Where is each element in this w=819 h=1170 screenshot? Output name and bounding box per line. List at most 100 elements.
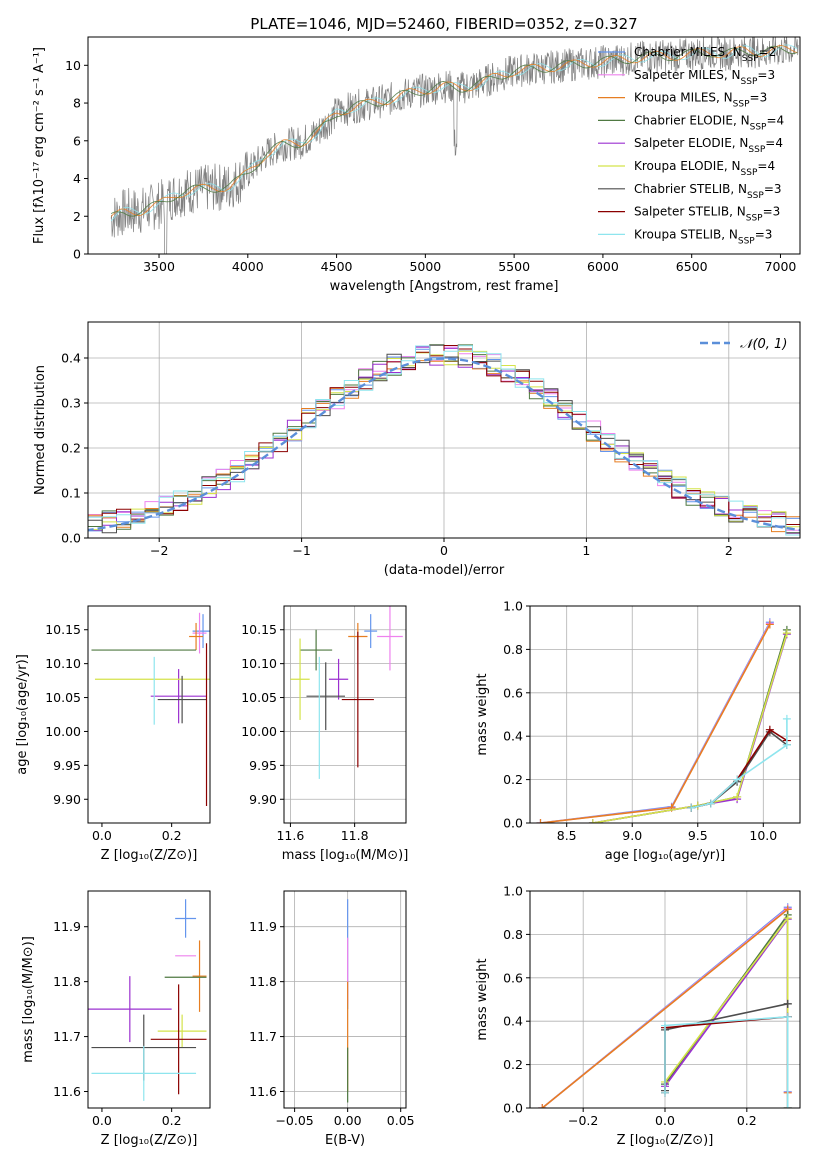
label-script: SSP — [741, 168, 758, 178]
label-text: =3 — [757, 68, 775, 82]
spectrum-model-line — [110, 45, 798, 217]
legend-entry: Kroupa STELIB, NSSP=3 — [634, 227, 772, 246]
weight-series — [664, 1016, 788, 1093]
y-tick-label: 9.95 — [249, 758, 277, 773]
legend-entry: 𝒩(0, 1) — [740, 337, 787, 352]
y-tick-label: 9.95 — [53, 758, 81, 773]
legend-entry: Salpeter STELIB, NSSP=3 — [634, 205, 780, 224]
y-tick-label: 0.2 — [503, 1057, 523, 1072]
weight-marker — [765, 620, 774, 629]
plot-area — [110, 37, 799, 254]
axes-weight_vs_z: −0.2 0.0 0.2 0.0 0.2 0.4 0.6 0.8 1.0 Z [log₁₀(Z/Z… — [475, 884, 801, 1148]
x-tick-label: 4500 — [321, 259, 353, 274]
weight-series — [540, 621, 771, 823]
label-text: =4 — [765, 136, 783, 150]
weight-series — [540, 623, 771, 823]
spectrum-data-line — [110, 37, 799, 254]
weight-marker — [765, 725, 774, 734]
label-script: SSP — [742, 54, 759, 64]
x-tick-label: 0.2 — [737, 1113, 757, 1128]
x-tick-label: −0.2 — [568, 1113, 598, 1128]
x-tick-label: 4000 — [232, 259, 264, 274]
x-tick-label: 6000 — [587, 259, 619, 274]
y-tick-label: 9.90 — [53, 792, 81, 807]
y-tick-label: 10.00 — [241, 724, 277, 739]
x-axis-label: wavelength [Angstrom, rest frame] — [330, 279, 559, 294]
x-axis-label: (data-model)/error — [384, 563, 505, 578]
label-text: Chabrier MILES, N — [634, 45, 742, 59]
y-tick-label: 2 — [73, 209, 81, 224]
x-tick-label: 11.6 — [276, 828, 304, 843]
x-tick-label: 0.00 — [334, 1113, 362, 1128]
y-axis-label: mass [log₁₀(M/M⊙)] — [21, 936, 36, 1063]
y-tick-label: 0.0 — [503, 816, 523, 831]
legend-entry: Chabrier ELODIE, NSSP=4 — [634, 113, 784, 132]
weight-marker — [661, 1021, 669, 1030]
x-tick-label: 0.2 — [162, 1113, 182, 1128]
x-tick-label: 0.0 — [92, 828, 112, 843]
label-text: Salpeter STELIB, N — [634, 205, 746, 219]
label-text: =3 — [763, 205, 781, 219]
plot-area — [88, 344, 800, 538]
label-script: SSP — [738, 236, 755, 246]
y-tick-label: 10.10 — [241, 656, 277, 671]
label-text: Salpeter ELODIE, N — [634, 136, 748, 150]
y-tick-label: 11.9 — [53, 919, 81, 934]
y-tick-label: 0.2 — [61, 441, 81, 456]
x-axis-label: E(B-V) — [325, 1133, 365, 1148]
y-axis-label: Normed distribution — [33, 365, 48, 495]
x-tick-label: 9.0 — [622, 828, 642, 843]
plot-area — [536, 618, 791, 823]
y-tick-label: 0.6 — [503, 970, 523, 985]
y-tick-label: 11.9 — [249, 919, 277, 934]
y-tick-label: 1.0 — [503, 884, 523, 899]
y-tick-label: 4 — [73, 171, 81, 186]
weight-series — [664, 1016, 789, 1108]
x-tick-label: −1 — [292, 543, 310, 558]
weight-series — [664, 1003, 788, 1091]
legend-entry: Kroupa MILES, NSSP=3 — [634, 91, 767, 110]
y-tick-label: 0.4 — [503, 1014, 523, 1029]
y-axis-label: mass weight — [475, 673, 490, 755]
y-tick-label: 10.10 — [45, 656, 81, 671]
y-tick-label: 11.7 — [53, 1029, 81, 1044]
axes-frame — [87, 890, 211, 1109]
label-text: =2 — [759, 45, 777, 59]
axes-age_vs_mass: 11.6 11.8 9.90 9.95 10.00 10.05 10.10 10.15 mass… — [241, 605, 408, 863]
x-tick-label: 9.5 — [688, 828, 708, 843]
y-tick-label: 9.90 — [249, 792, 277, 807]
x-axis-label: age [log₁₀(age/yr)] — [605, 848, 726, 863]
label-text: Kroupa STELIB, N — [634, 227, 738, 241]
y-tick-label: 10.05 — [241, 690, 277, 705]
legend-entry: Chabrier MILES, NSSP=2 — [634, 45, 776, 64]
weight-marker — [733, 775, 742, 784]
label-text: Kroupa MILES, N — [634, 91, 733, 105]
legend-entry: Chabrier STELIB, NSSP=3 — [634, 182, 782, 201]
x-tick-label: 0.0 — [92, 1113, 112, 1128]
axes-frame — [283, 890, 407, 1109]
axes-residuals: −2 −1 0 1 2 0.0 0.1 0.2 0.3 0.4 (data-model)/error… — [33, 321, 801, 578]
weight-marker — [783, 914, 792, 923]
normal-curve — [88, 357, 800, 532]
y-tick-label: 0.8 — [503, 927, 523, 942]
x-axis-label: Z [log₁₀(Z/Z⊙)] — [617, 1133, 714, 1148]
plot-area — [290, 606, 403, 779]
y-tick-label: 8 — [73, 96, 81, 111]
y-tick-label: 0.0 — [503, 1101, 523, 1116]
y-tick-label: 11.6 — [249, 1084, 277, 1099]
weight-marker — [733, 792, 742, 801]
y-tick-label: 11.8 — [249, 974, 277, 989]
histogram-series — [88, 345, 800, 536]
weight-marker — [783, 999, 792, 1008]
axes-mass_vs_z: 0.0 0.2 11.6 11.7 11.8 11.9 Z [log₁₀(Z/Z⊙)] mas… — [21, 890, 211, 1148]
y-tick-label: 10.15 — [45, 622, 81, 637]
axes-spectrum: 3500 4000 4500 5000 5500 6000 6500 7000 0 2 4 6 8 10 w… — [32, 15, 801, 294]
spectrum-model-line — [110, 45, 798, 217]
y-tick-label: 0.1 — [61, 486, 81, 501]
y-tick-label: 1.0 — [503, 599, 523, 614]
label-text: =4 — [766, 113, 784, 127]
weight-series — [664, 915, 789, 1108]
y-tick-label: 0.2 — [503, 772, 523, 787]
label-script: SSP — [741, 77, 758, 87]
y-tick-label: 0.8 — [503, 642, 523, 657]
